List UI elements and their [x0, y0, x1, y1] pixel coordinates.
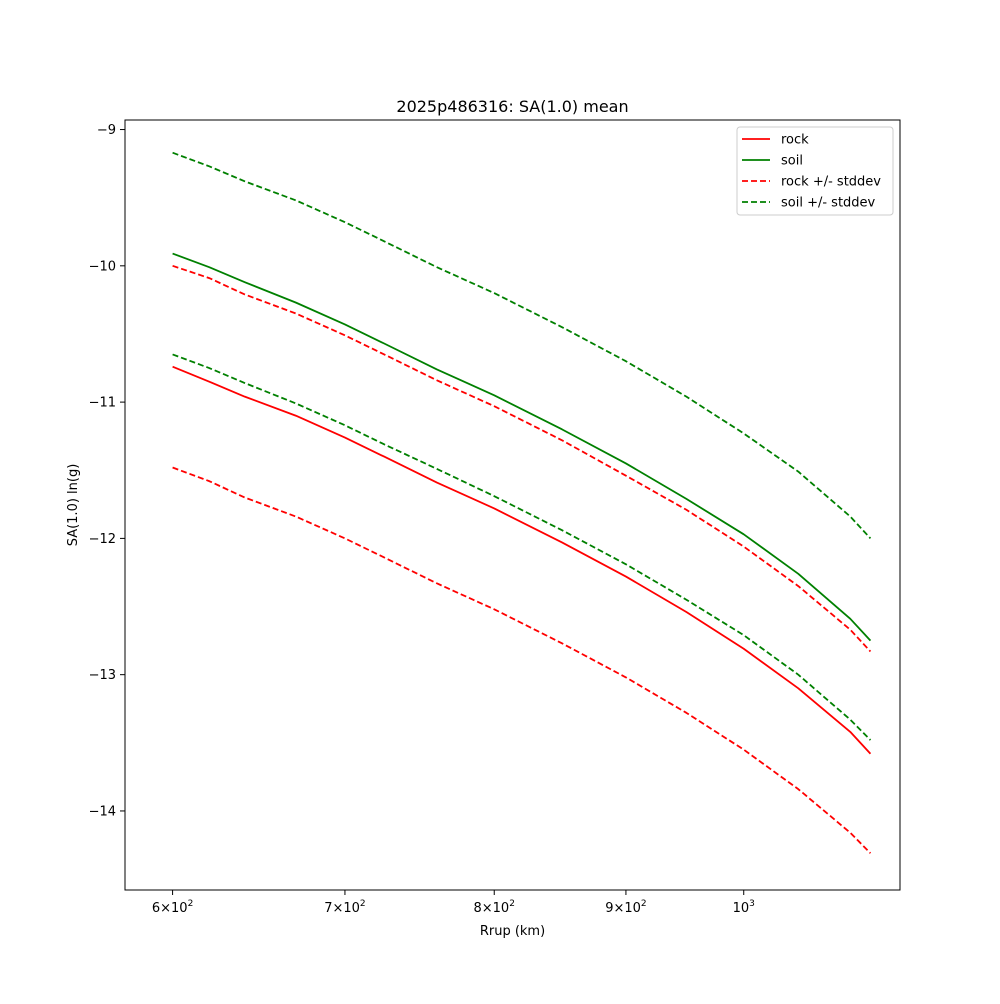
legend-label: soil +/- stddev — [781, 196, 876, 211]
x-tick-base: 9×10 — [605, 901, 641, 916]
y-tick-label: −14 — [89, 804, 116, 819]
x-tick-exponent: 3 — [749, 899, 755, 909]
x-tick-base: 10 — [733, 901, 750, 916]
x-axis-label: Rrup (km) — [480, 924, 545, 939]
legend-label: soil — [781, 154, 803, 169]
x-tick-label: 7×102 — [324, 899, 365, 916]
legend-label: rock — [781, 133, 809, 148]
legend-frame — [736, 126, 894, 216]
x-tick-base: 6×10 — [152, 901, 188, 916]
x-tick-base: 7×10 — [324, 901, 360, 916]
x-tick-label: 9×102 — [605, 899, 646, 916]
x-tick-label: 103 — [733, 899, 755, 916]
series-line-3 — [172, 466, 872, 854]
x-tick-label: 6×102 — [152, 899, 193, 916]
x-tick-exponent: 2 — [188, 899, 194, 909]
series-layer — [172, 151, 872, 854]
x-tick-base: 8×10 — [474, 901, 510, 916]
series-line-5 — [172, 353, 872, 741]
y-axis: −9 −10 −11 −12 −13 −14 — [89, 123, 125, 819]
x-tick-exponent: 2 — [360, 899, 366, 909]
y-tick-label: −10 — [89, 259, 116, 274]
legend-label: rock +/- stddev — [781, 175, 881, 190]
series-line-2 — [172, 264, 872, 653]
chart-title: 2025p486316: SA(1.0) mean — [396, 97, 628, 116]
y-axis-label: SA(1.0) ln(g) — [66, 464, 81, 547]
legend: rock soil rock +/- stddev soil +/- stddev — [736, 126, 894, 216]
y-tick-label: −13 — [89, 668, 116, 683]
y-tick-label: −9 — [97, 123, 116, 138]
y-tick-label: −12 — [89, 532, 116, 547]
x-tick-label: 8×102 — [474, 899, 515, 916]
x-tick-exponent: 2 — [641, 899, 647, 909]
series-line-0 — [172, 365, 872, 755]
y-tick-label: −11 — [89, 396, 116, 411]
x-axis: 6×102 7×102 8×102 9×102 103 — [152, 890, 755, 916]
series-line-1 — [172, 252, 872, 642]
plot-area-frame — [124, 119, 901, 891]
series-line-4 — [172, 151, 872, 540]
x-tick-exponent: 2 — [509, 899, 515, 909]
